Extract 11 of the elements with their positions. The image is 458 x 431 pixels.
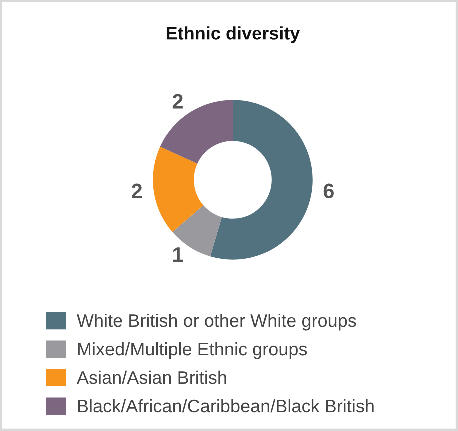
legend-label: Mixed/Multiple Ethnic groups: [78, 342, 308, 360]
data-label: 2: [132, 184, 142, 198]
donut-slice: [210, 100, 313, 260]
data-label: 1: [174, 248, 184, 262]
data-label: 6: [324, 184, 334, 199]
legend-label: White British or other White groups: [77, 314, 356, 331]
legend-label: Black/African/Caribbean/Black British: [78, 399, 374, 413]
legend-label: Asian/Asian British: [76, 370, 226, 384]
chart-title: Ethnic diversity: [166, 26, 300, 44]
data-label: 2: [172, 94, 183, 109]
donut-slice: [153, 146, 204, 232]
